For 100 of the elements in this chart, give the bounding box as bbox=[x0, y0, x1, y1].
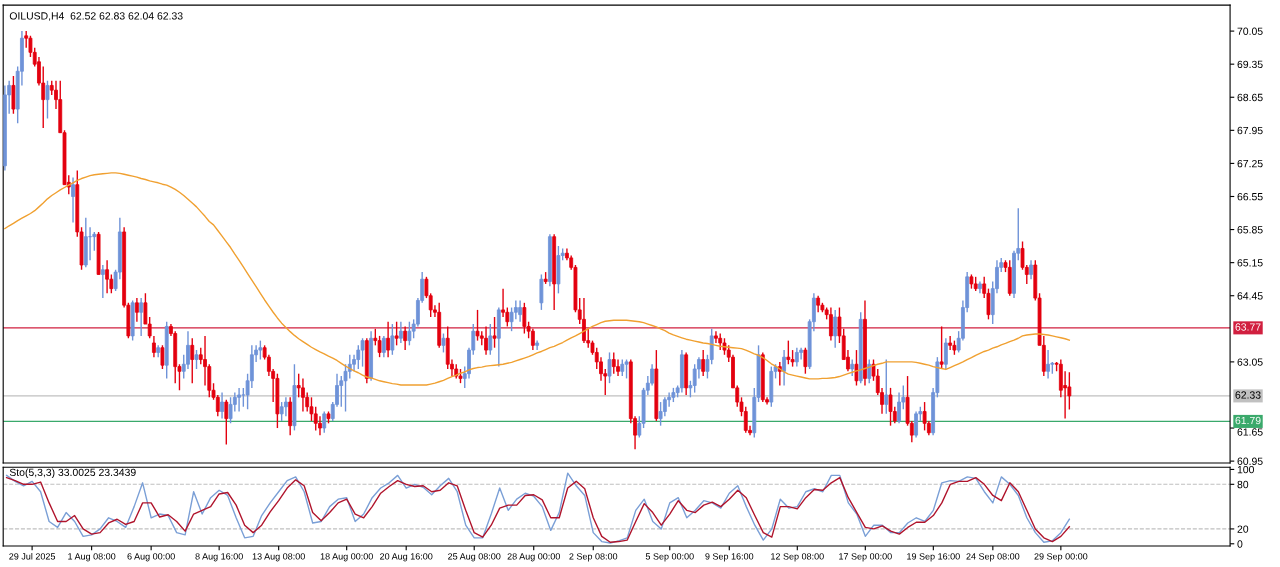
candlestick bbox=[224, 398, 229, 446]
candlestick bbox=[607, 351, 612, 384]
y-tick-label: 80 bbox=[1237, 480, 1249, 489]
y-tick-label: 65.85 bbox=[1237, 226, 1263, 234]
x-tick-label: 1 Aug 08:00 bbox=[68, 553, 116, 562]
x-tick-label: 12 Sep 08:00 bbox=[771, 553, 824, 562]
candlestick bbox=[134, 297, 139, 323]
candlestick bbox=[258, 339, 263, 361]
candlestick bbox=[1029, 259, 1033, 280]
candlestick bbox=[714, 330, 718, 344]
y-tick-label: 66.55 bbox=[1237, 192, 1263, 201]
x-tick-label: 20 Aug 16:00 bbox=[380, 553, 433, 562]
x-tick-label: 25 Aug 08:00 bbox=[448, 553, 501, 562]
candlestick bbox=[948, 335, 953, 351]
candlestick bbox=[386, 321, 391, 358]
candlestick bbox=[833, 309, 838, 349]
candlestick bbox=[228, 396, 233, 425]
candlestick bbox=[501, 287, 505, 318]
x-tick-label: 8 Aug 16:00 bbox=[195, 553, 243, 562]
candlestick bbox=[518, 299, 523, 323]
candlestick bbox=[45, 80, 50, 120]
candlestick bbox=[403, 325, 408, 351]
candlestick bbox=[139, 297, 144, 337]
candlestick bbox=[190, 337, 195, 384]
candlestick bbox=[658, 401, 663, 427]
y-tick-label: 60.95 bbox=[1237, 457, 1263, 465]
candlestick bbox=[288, 396, 293, 436]
candlestick bbox=[381, 335, 386, 358]
candlestick bbox=[105, 259, 109, 295]
candlestick bbox=[318, 415, 322, 436]
candlestick bbox=[854, 349, 859, 387]
x-tick-label: 18 Aug 00:00 bbox=[320, 553, 373, 562]
candlestick bbox=[611, 351, 616, 375]
candlestick bbox=[599, 356, 603, 382]
candlestick bbox=[194, 349, 199, 370]
y-tick-label: 67.95 bbox=[1237, 126, 1263, 135]
candlestick bbox=[513, 299, 518, 321]
candlestick bbox=[11, 75, 16, 115]
y-tick-label: 64.45 bbox=[1237, 292, 1263, 300]
y-tick-label: 0 bbox=[1237, 540, 1243, 548]
x-tick-label: 2 Sep 08:00 bbox=[569, 553, 618, 562]
x-tick-label: 19 Sep 16:00 bbox=[907, 553, 960, 562]
y-tick-label: 100 bbox=[1237, 465, 1254, 474]
candlestick bbox=[279, 401, 284, 422]
ref-line-label: 62.33 bbox=[1235, 391, 1261, 399]
x-tick-label: 24 Sep 08:00 bbox=[966, 553, 1020, 562]
ref-line-label: 63.77 bbox=[1235, 323, 1261, 331]
candlestick bbox=[313, 406, 318, 432]
ref-line-label: 61.79 bbox=[1235, 416, 1261, 425]
candlestick bbox=[539, 273, 544, 311]
candlestick bbox=[100, 264, 105, 299]
y-tick-label: 63.05 bbox=[1237, 358, 1263, 366]
x-tick-label: 6 Aug 00:00 bbox=[127, 553, 175, 562]
x-tick-label: 29 Jul 2025 bbox=[9, 552, 56, 560]
candlestick bbox=[943, 337, 948, 370]
candlestick bbox=[1046, 349, 1050, 380]
chart-title: Sto(5,3,3) 33.0025 23.3439 bbox=[9, 468, 136, 479]
candlestick bbox=[398, 321, 403, 344]
candlestick bbox=[394, 321, 399, 347]
y-tick-label: 69.35 bbox=[1237, 60, 1263, 69]
candlestick bbox=[522, 302, 527, 335]
candlestick bbox=[441, 332, 446, 354]
candlestick bbox=[488, 323, 493, 356]
candlestick bbox=[203, 335, 207, 387]
candlestick bbox=[888, 387, 893, 427]
candlestick bbox=[884, 358, 889, 415]
candlestick bbox=[914, 410, 918, 439]
candlestick bbox=[220, 391, 224, 420]
candlestick bbox=[339, 375, 344, 408]
candlestick bbox=[360, 337, 365, 368]
line-series bbox=[4, 172, 1071, 386]
x-tick-label: 28 Aug 00:00 bbox=[507, 553, 560, 562]
y-tick-label: 68.65 bbox=[1237, 93, 1263, 102]
candlestick bbox=[390, 323, 395, 356]
candlestick bbox=[215, 394, 220, 417]
candlestick bbox=[322, 410, 327, 434]
candlestick bbox=[492, 316, 497, 349]
candlestick bbox=[794, 347, 799, 368]
candlestick bbox=[786, 339, 791, 365]
candlestick bbox=[284, 396, 288, 417]
text: OILUSD,H4 62.52 62.83 62.04 62.33 bbox=[9, 12, 183, 21]
y-tick-label: 65.15 bbox=[1237, 259, 1263, 267]
candlestick bbox=[24, 30, 29, 49]
y-tick-label: 70.05 bbox=[1237, 27, 1263, 35]
candlestick bbox=[160, 344, 165, 370]
candlestick bbox=[186, 330, 190, 370]
candlestick bbox=[782, 349, 786, 387]
y-tick-label: 67.25 bbox=[1237, 159, 1263, 168]
candlestick bbox=[301, 377, 305, 413]
candlestick bbox=[662, 396, 667, 417]
x-tick-label: 17 Sep 00:00 bbox=[839, 553, 892, 562]
x-tick-label: 29 Sep 00:00 bbox=[1034, 553, 1088, 562]
candlestick bbox=[922, 401, 927, 432]
x-tick-label: 5 Sep 00:00 bbox=[645, 553, 694, 562]
candlestick bbox=[582, 297, 586, 344]
candlestick bbox=[624, 358, 629, 380]
candlestick bbox=[897, 391, 901, 425]
y-tick-label: 20 bbox=[1237, 525, 1249, 533]
candlestick bbox=[803, 347, 808, 375]
y-tick-label: 61.65 bbox=[1237, 428, 1263, 436]
